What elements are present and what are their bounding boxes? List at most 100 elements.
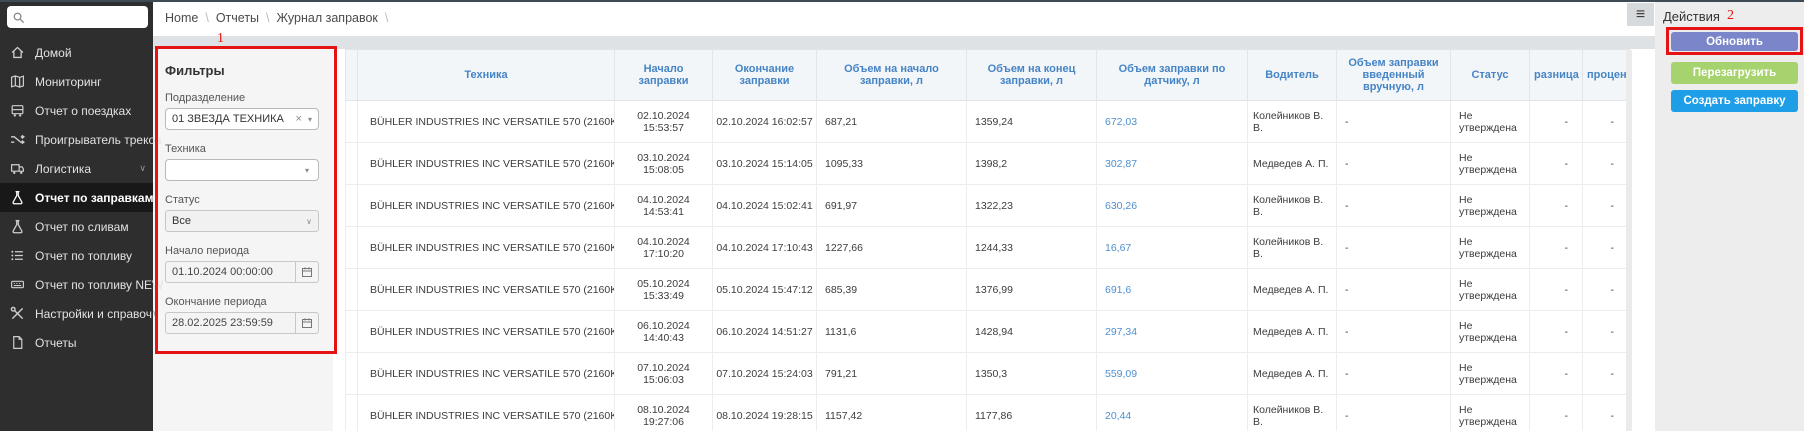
home-icon bbox=[10, 45, 26, 60]
header-percent[interactable]: процент bbox=[1582, 49, 1632, 101]
volume-start-cell: 687,21 bbox=[816, 100, 967, 143]
manual-volume-cell: - bbox=[1336, 352, 1451, 395]
sensor-volume-link[interactable]: 20,44 bbox=[1096, 394, 1248, 431]
diff-cell: - bbox=[1529, 394, 1583, 431]
calendar-icon[interactable] bbox=[295, 313, 318, 333]
header-refuel-end[interactable]: Окончание заправки bbox=[712, 49, 817, 101]
chevron-down-icon[interactable]: ▾ bbox=[304, 165, 309, 175]
row-gutter bbox=[345, 226, 358, 269]
sidebar-search[interactable] bbox=[7, 6, 148, 28]
header-manual-volume[interactable]: Объем заправки введенный вручную, л bbox=[1336, 49, 1451, 101]
volume-start-cell: 1227,66 bbox=[816, 226, 967, 269]
status-cell: Не утверждена bbox=[1450, 184, 1530, 227]
header-vehicle[interactable]: Техника bbox=[357, 49, 615, 101]
vertical-scrollbar[interactable] bbox=[1626, 49, 1632, 431]
header-driver[interactable]: Водитель bbox=[1247, 49, 1337, 101]
create-refuel-button[interactable]: Создать заправку bbox=[1671, 90, 1798, 112]
percent-cell: - bbox=[1582, 268, 1629, 311]
refuel-end-cell: 04.10.2024 15:02:41 bbox=[712, 184, 817, 227]
reload-button[interactable]: Перезагрузить bbox=[1671, 62, 1798, 84]
sensor-volume-link[interactable]: 691,6 bbox=[1096, 268, 1248, 311]
sidebar-item-label: Логистика bbox=[35, 161, 92, 176]
volume-end-cell: 1398,2 bbox=[966, 142, 1097, 185]
sidebar-item-drain-report[interactable]: Отчет по сливам bbox=[0, 212, 153, 241]
vehicle-label: Техника bbox=[165, 143, 206, 155]
search-input[interactable] bbox=[25, 10, 143, 24]
sensor-volume-link[interactable]: 672,03 bbox=[1096, 100, 1248, 143]
period-end-input[interactable]: 28.02.2025 23:59:59 bbox=[165, 312, 319, 334]
division-select[interactable]: 01 ЗВЕЗДА ТЕХНИКА × ▾ bbox=[165, 108, 319, 130]
hamburger-icon: ≡ bbox=[1635, 5, 1646, 23]
row-gutter bbox=[345, 184, 358, 227]
sensor-volume-link[interactable]: 630,26 bbox=[1096, 184, 1248, 227]
header-status[interactable]: Статус bbox=[1450, 49, 1530, 101]
header-volume-start[interactable]: Объем на начало заправки, л bbox=[816, 49, 967, 101]
breadcrumb-separator: \ bbox=[384, 11, 389, 25]
table-row[interactable]: BÜHLER INDUSTRIES INC VERSATILE 570 (216… bbox=[345, 142, 1629, 185]
breadcrumb-refuel-journal[interactable]: Журнал заправок bbox=[276, 11, 378, 25]
sensor-volume-link[interactable]: 559,09 bbox=[1096, 352, 1248, 395]
period-start-value: 01.10.2024 00:00:00 bbox=[172, 266, 273, 278]
status-cell: Не утверждена bbox=[1450, 226, 1530, 269]
percent-cell: - bbox=[1582, 226, 1629, 269]
table-row[interactable]: BÜHLER INDUSTRIES INC VERSATILE 570 (216… bbox=[345, 394, 1629, 431]
sensor-volume-link[interactable]: 302,87 bbox=[1096, 142, 1248, 185]
table-row[interactable]: BÜHLER INDUSTRIES INC VERSATILE 570 (216… bbox=[345, 226, 1629, 269]
keyboard-icon bbox=[10, 277, 26, 292]
menu-toggle-button[interactable]: ≡ bbox=[1627, 3, 1654, 26]
table-row[interactable]: BÜHLER INDUSTRIES INC VERSATILE 570 (216… bbox=[345, 100, 1629, 143]
vehicle-cell: BÜHLER INDUSTRIES INC VERSATILE 570 (216… bbox=[357, 184, 615, 227]
sidebar-item-logistics[interactable]: Логистика ∨ bbox=[0, 154, 153, 183]
flask-icon bbox=[10, 219, 26, 234]
breadcrumb-separator: \ bbox=[266, 11, 270, 25]
status-cell: Не утверждена bbox=[1450, 100, 1530, 143]
sensor-volume-link[interactable]: 16,67 bbox=[1096, 226, 1248, 269]
sidebar-item-refuel-report[interactable]: Отчет по заправкам bbox=[0, 183, 153, 212]
vehicle-select[interactable]: ▾ bbox=[165, 159, 319, 181]
header-refuel-start[interactable]: Начало заправки bbox=[614, 49, 713, 101]
volume-start-cell: 791,21 bbox=[816, 352, 967, 395]
top-border bbox=[0, 0, 1804, 2]
status-cell: Не утверждена bbox=[1450, 310, 1530, 353]
sidebar-item-trip-report[interactable]: Отчет о поездках bbox=[0, 96, 153, 125]
period-start-input[interactable]: 01.10.2024 00:00:00 bbox=[165, 261, 319, 283]
table-row[interactable]: BÜHLER INDUSTRIES INC VERSATILE 570 (216… bbox=[345, 310, 1629, 353]
breadcrumb-home[interactable]: Home bbox=[165, 11, 199, 25]
sidebar-item-settings[interactable]: Настройки и справоч ∨ bbox=[0, 299, 159, 328]
sidebar-item-monitoring[interactable]: Мониторинг bbox=[0, 67, 153, 96]
calendar-icon[interactable] bbox=[295, 262, 318, 282]
sidebar-item-reports[interactable]: Отчеты bbox=[0, 328, 153, 357]
percent-cell: - bbox=[1582, 184, 1629, 227]
header-sensor-volume[interactable]: Объем заправки по датчику, л bbox=[1096, 49, 1248, 101]
volume-end-cell: 1350,3 bbox=[966, 352, 1097, 395]
breadcrumb-separator: \ bbox=[205, 11, 209, 25]
sidebar-item-label: Отчеты bbox=[35, 335, 77, 350]
sidebar-item-home[interactable]: Домой bbox=[0, 38, 153, 67]
chevron-down-icon[interactable]: ▾ bbox=[307, 114, 312, 124]
header-volume-end[interactable]: Объем на конец заправки, л bbox=[966, 49, 1097, 101]
refresh-button[interactable]: Обновить bbox=[1671, 32, 1798, 51]
vehicle-cell: BÜHLER INDUSTRIES INC VERSATILE 570 (216… bbox=[357, 268, 615, 311]
volume-end-cell: 1244,33 bbox=[966, 226, 1097, 269]
diff-cell: - bbox=[1529, 184, 1583, 227]
volume-start-cell: 1157,42 bbox=[816, 394, 967, 431]
table-row[interactable]: BÜHLER INDUSTRIES INC VERSATILE 570 (216… bbox=[345, 184, 1629, 227]
document-icon bbox=[10, 335, 26, 350]
header-diff[interactable]: разница bbox=[1529, 49, 1583, 101]
annotation-label-2: 2 bbox=[1727, 8, 1734, 23]
percent-cell: - bbox=[1582, 100, 1629, 143]
sidebar-item-fuel-report[interactable]: Отчет по топливу bbox=[0, 241, 153, 270]
table-row[interactable]: BÜHLER INDUSTRIES INC VERSATILE 570 (216… bbox=[345, 268, 1629, 311]
volume-end-cell: 1177,86 bbox=[966, 394, 1097, 431]
table-row[interactable]: BÜHLER INDUSTRIES INC VERSATILE 570 (216… bbox=[345, 352, 1629, 395]
breadcrumb-reports[interactable]: Отчеты bbox=[215, 11, 260, 25]
status-select[interactable]: Все ∨ bbox=[165, 210, 319, 232]
sidebar-item-fuel-report-new[interactable]: Отчет по топливу NEW bbox=[0, 270, 163, 299]
sidebar-item-label: Отчет по заправкам bbox=[35, 190, 154, 205]
clear-icon[interactable]: × bbox=[295, 113, 302, 125]
row-gutter bbox=[345, 268, 358, 311]
percent-cell: - bbox=[1582, 352, 1629, 395]
sidebar-item-track-player[interactable]: Проигрыватель треков bbox=[0, 125, 162, 154]
sensor-volume-link[interactable]: 297,34 bbox=[1096, 310, 1248, 353]
refuel-end-cell: 04.10.2024 17:10:43 bbox=[712, 226, 817, 269]
